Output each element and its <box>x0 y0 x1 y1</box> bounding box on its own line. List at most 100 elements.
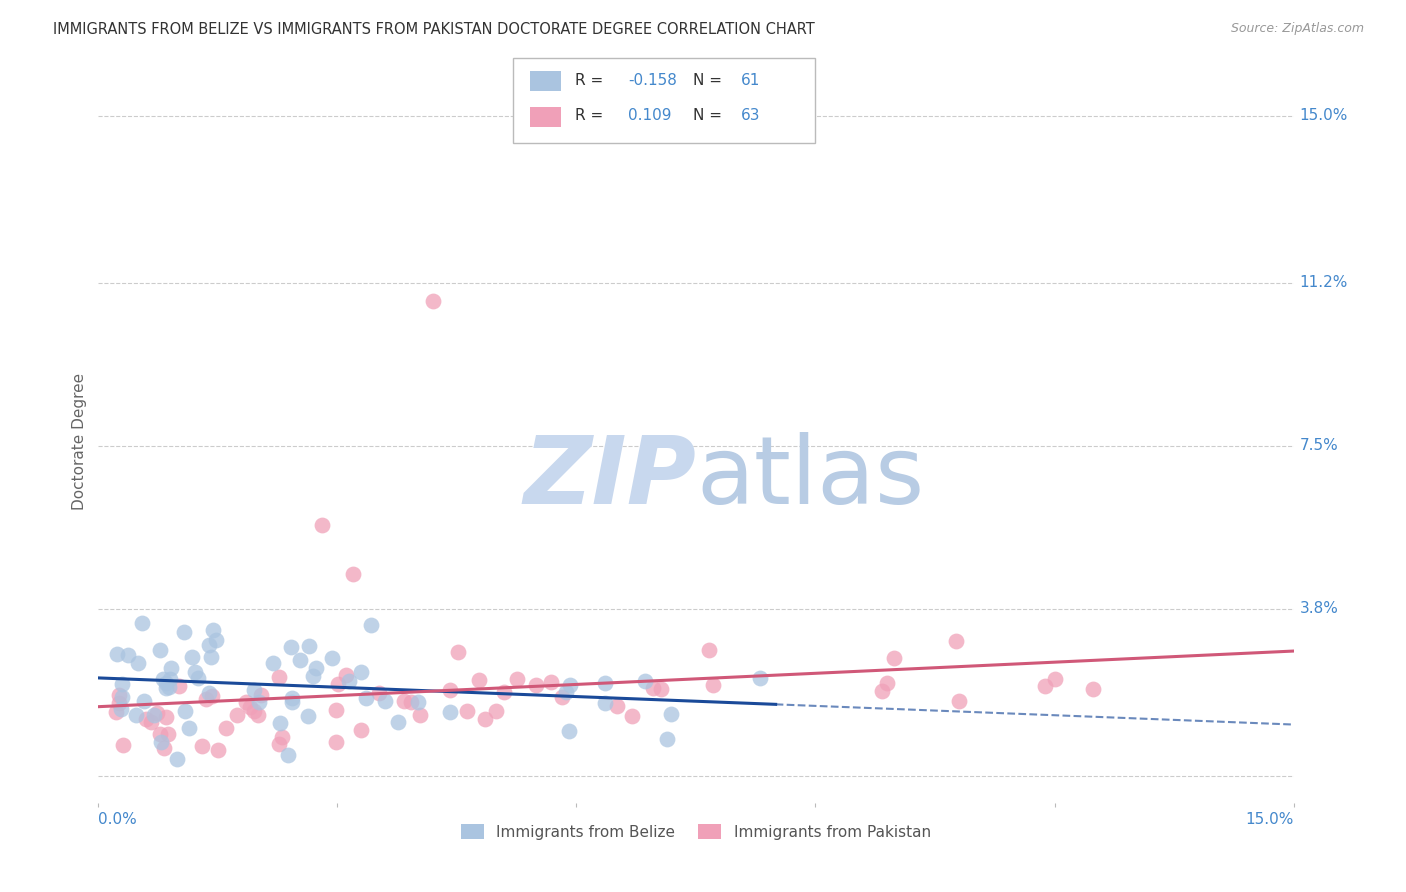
Point <box>111 738 134 752</box>
Point <box>557 723 579 738</box>
Point <box>184 665 207 680</box>
Point <box>155 681 177 695</box>
Point <box>337 674 360 689</box>
Text: 0.0%: 0.0% <box>98 812 138 827</box>
Point <box>697 643 720 657</box>
Point <box>131 615 153 630</box>
Point <box>108 688 131 702</box>
Point <box>439 682 461 697</box>
Point <box>125 707 148 722</box>
Point <box>153 741 176 756</box>
Point <box>876 676 898 690</box>
Text: 0.109: 0.109 <box>628 109 672 123</box>
Point <box>149 643 172 657</box>
Point <box>447 645 470 659</box>
Point <box>606 698 628 713</box>
Point <box>409 707 432 722</box>
Point <box>111 690 134 704</box>
Point <box>870 683 893 698</box>
Point <box>214 721 236 735</box>
Point <box>235 695 257 709</box>
Point <box>406 695 429 709</box>
Point <box>187 671 209 685</box>
Text: R =: R = <box>575 109 609 123</box>
Point <box>152 672 174 686</box>
Point <box>948 694 970 708</box>
Point <box>195 692 218 706</box>
Point <box>280 695 302 709</box>
Text: N =: N = <box>693 109 727 123</box>
Point <box>643 681 665 695</box>
Point <box>197 686 219 700</box>
Point <box>325 735 347 749</box>
Point <box>551 690 574 705</box>
Point <box>350 723 373 737</box>
Point <box>157 680 180 694</box>
Point <box>142 707 165 722</box>
Point <box>281 690 304 705</box>
Point <box>270 730 292 744</box>
Point <box>201 689 224 703</box>
Point <box>321 651 343 665</box>
Point <box>298 639 321 653</box>
Point <box>247 695 270 709</box>
Point <box>342 566 364 581</box>
Point <box>468 673 491 687</box>
Point <box>593 696 616 710</box>
Point <box>166 752 188 766</box>
Point <box>311 518 333 533</box>
Point <box>945 633 967 648</box>
Point <box>160 661 183 675</box>
Text: 15.0%: 15.0% <box>1299 108 1348 123</box>
Point <box>155 709 177 723</box>
Legend: Immigrants from Belize, Immigrants from Pakistan: Immigrants from Belize, Immigrants from … <box>456 818 936 846</box>
Point <box>1081 681 1104 696</box>
Point <box>249 688 271 702</box>
Point <box>492 685 515 699</box>
Text: 61: 61 <box>741 73 761 87</box>
Point <box>387 714 409 729</box>
Point <box>169 679 191 693</box>
Point <box>201 624 224 638</box>
Point <box>104 705 127 719</box>
Point <box>620 709 643 723</box>
Point <box>246 707 269 722</box>
Point <box>243 704 266 718</box>
Point <box>290 653 312 667</box>
Point <box>474 712 496 726</box>
Text: ZIP: ZIP <box>523 432 696 524</box>
Text: R =: R = <box>575 73 609 87</box>
Point <box>280 640 302 654</box>
Point <box>150 735 173 749</box>
Point <box>207 743 229 757</box>
Point <box>262 656 284 670</box>
Point <box>633 674 655 689</box>
Point <box>105 647 128 661</box>
Text: IMMIGRANTS FROM BELIZE VS IMMIGRANTS FROM PAKISTAN DOCTORATE DEGREE CORRELATION : IMMIGRANTS FROM BELIZE VS IMMIGRANTS FRO… <box>53 22 815 37</box>
Text: -0.158: -0.158 <box>628 73 678 87</box>
Point <box>650 682 672 697</box>
Text: 15.0%: 15.0% <box>1246 812 1294 827</box>
Text: 7.5%: 7.5% <box>1299 439 1339 453</box>
Point <box>197 638 219 652</box>
Point <box>302 668 325 682</box>
Point <box>524 678 547 692</box>
Point <box>108 696 131 710</box>
Point <box>399 695 422 709</box>
Text: 63: 63 <box>741 109 761 123</box>
Point <box>277 747 299 762</box>
Point <box>127 657 149 671</box>
Point <box>243 683 266 698</box>
Point <box>204 632 226 647</box>
Point <box>655 732 678 747</box>
Point <box>190 739 212 754</box>
Point <box>354 691 377 706</box>
Point <box>226 707 249 722</box>
Point <box>139 714 162 729</box>
Point <box>111 677 134 691</box>
Point <box>367 686 389 700</box>
Point <box>350 665 373 680</box>
Point <box>558 677 581 691</box>
Point <box>159 672 181 686</box>
Text: Source: ZipAtlas.com: Source: ZipAtlas.com <box>1230 22 1364 36</box>
